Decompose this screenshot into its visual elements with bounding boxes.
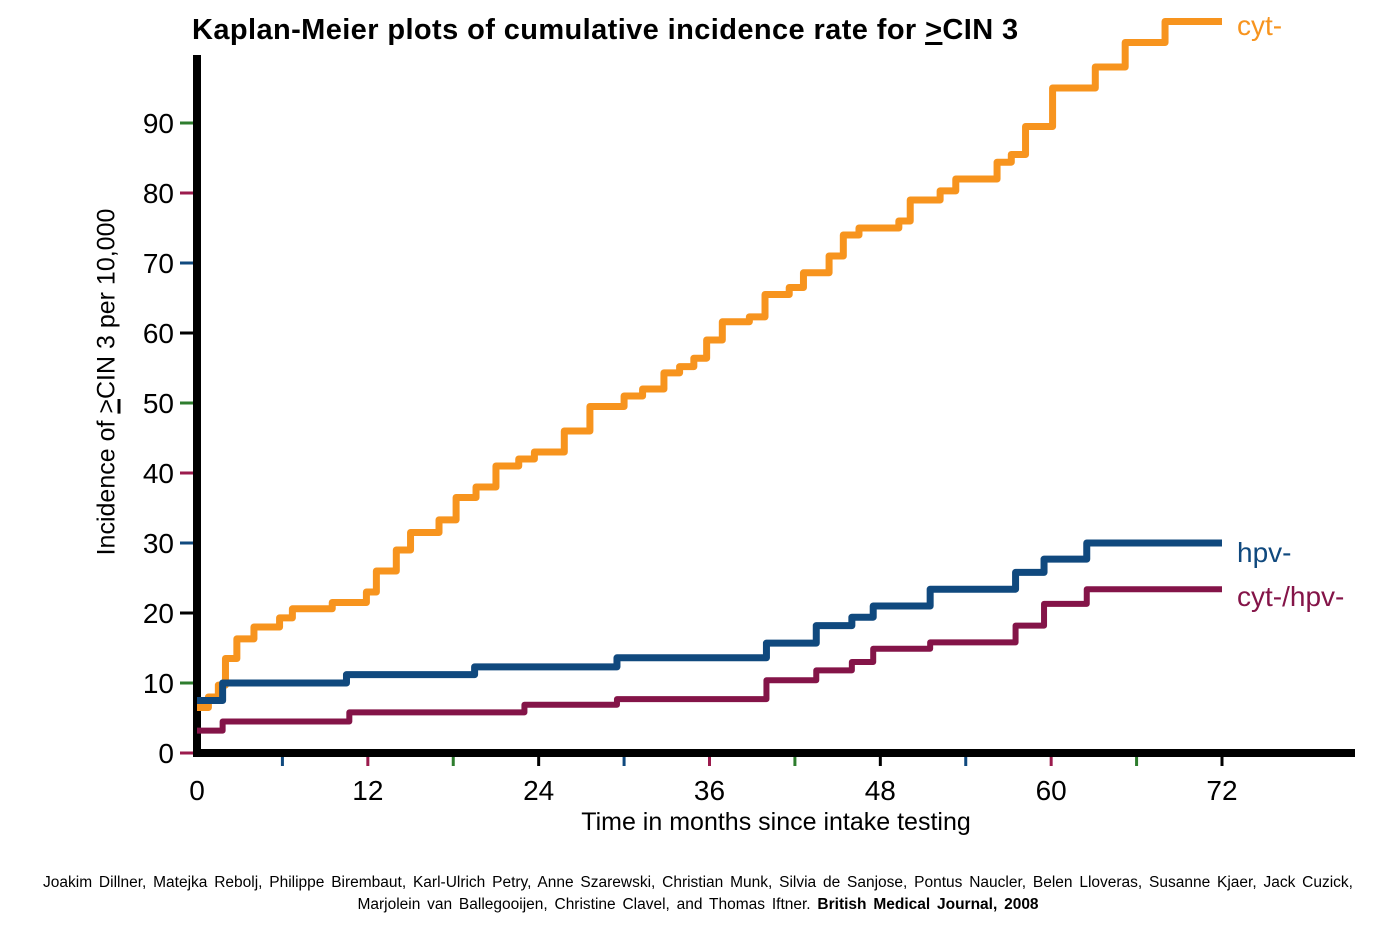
chart-title-prefix: Kaplan-Meier plots of cumulative inciden… (192, 14, 926, 46)
series-label-cyt-hpv: cyt-/hpv- (1237, 581, 1345, 612)
series-label-cyt: cyt- (1237, 10, 1283, 41)
svg-text:0: 0 (158, 738, 174, 769)
svg-text:40: 40 (143, 458, 174, 489)
citation-line2-authors: Marjolein van Ballegooijen, Christine Cl… (357, 896, 818, 913)
svg-text:36: 36 (694, 775, 725, 806)
svg-text:70: 70 (143, 248, 174, 279)
citation-line1: Joakim Dillner, Matejka Rebolj, Philippe… (43, 874, 1353, 891)
svg-text:80: 80 (143, 178, 174, 209)
svg-text:24: 24 (523, 775, 554, 806)
x-axis-title: Time in months since intake testing (581, 808, 971, 836)
chart-title-suffix: CIN 3 (942, 14, 1019, 46)
y-axis-title: Incidence of >CIN 3 per 10,000 (93, 209, 122, 556)
svg-text:90: 90 (143, 108, 174, 139)
svg-text:50: 50 (143, 388, 174, 419)
svg-text:0: 0 (189, 775, 205, 806)
y-axis-title-prefix: Incidence of (92, 413, 121, 556)
citation-line2: Marjolein van Ballegooijen, Christine Cl… (0, 894, 1396, 916)
svg-text:10: 10 (143, 668, 174, 699)
citation: Joakim Dillner, Matejka Rebolj, Philippe… (0, 872, 1396, 916)
svg-text:12: 12 (352, 775, 383, 806)
geq-symbol: > (92, 399, 121, 414)
geq-symbol: > (925, 14, 943, 46)
svg-text:30: 30 (143, 528, 174, 559)
svg-text:60: 60 (143, 318, 174, 349)
svg-text:48: 48 (865, 775, 896, 806)
svg-text:60: 60 (1036, 775, 1067, 806)
series-label-hpv: hpv- (1237, 537, 1292, 568)
svg-text:72: 72 (1206, 775, 1237, 806)
chart-title: Kaplan-Meier plots of cumulative inciden… (192, 14, 1019, 47)
y-axis-title-suffix: CIN 3 per 10,000 (92, 208, 121, 400)
km-plot-canvas: 0 10 20 30 40 50 60 70 80 90 0 12 24 36 48 60 72 (143, 18, 1355, 806)
citation-journal: British Medical Journal, 2008 (817, 896, 1039, 913)
svg-text:20: 20 (143, 598, 174, 629)
